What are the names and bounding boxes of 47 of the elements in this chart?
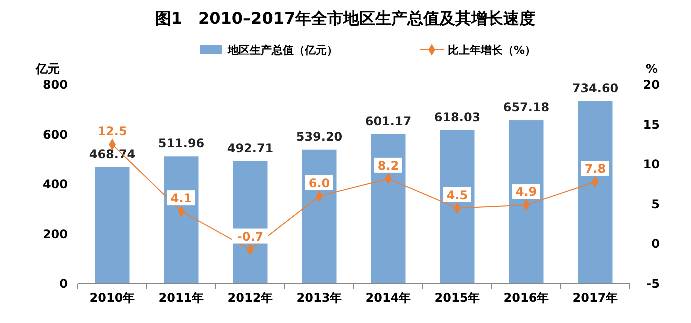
data-label: 4.1 (170, 192, 192, 206)
y2-tick-label: 10 (643, 158, 660, 172)
data-label: 618.03 (434, 110, 481, 124)
x-tick-label: 2010年 (90, 291, 136, 305)
bar (440, 130, 475, 284)
y2-tick-label: 5 (652, 197, 660, 212)
data-label: 4.5 (446, 188, 468, 202)
x-tick-label: 2014年 (366, 291, 412, 305)
bar (233, 161, 268, 284)
x-tick-label: 2015年 (434, 291, 480, 305)
y2-tick-label: 15 (643, 118, 660, 132)
bar (578, 101, 613, 284)
legend-label: 地区生产总值（亿元） (227, 44, 338, 57)
data-label: 539.20 (296, 130, 343, 144)
data-label: -0.7 (237, 230, 264, 244)
bar (95, 167, 130, 284)
bar (371, 134, 406, 284)
data-label: 511.96 (158, 136, 205, 151)
y-tick-label: 0 (60, 277, 68, 291)
y2-axis-title: % (646, 62, 658, 76)
legend-label: 比上年增长（%） (448, 44, 536, 57)
bar (164, 156, 199, 284)
data-label: 8.2 (378, 158, 400, 173)
x-tick-label: 2017年 (572, 291, 618, 305)
x-tick-label: 2012年 (228, 291, 274, 305)
x-tick-label: 2013年 (296, 291, 342, 305)
y-tick-label: 200 (42, 227, 68, 242)
data-label: 12.5 (98, 124, 128, 139)
data-label: 7.8 (584, 162, 606, 176)
data-label: 6.0 (308, 176, 330, 190)
y2-tick-label: 0 (652, 237, 660, 252)
y-tick-label: 400 (42, 178, 68, 192)
y2-tick-label: 20 (643, 78, 660, 92)
bar (302, 150, 337, 284)
x-tick-label: 2016年 (504, 291, 550, 305)
data-label: 4.9 (516, 185, 538, 200)
y-tick-label: 600 (42, 128, 68, 142)
bar (509, 120, 544, 284)
data-label: 734.60 (572, 81, 619, 96)
x-tick-label: 2011年 (158, 291, 204, 305)
data-label: 492.71 (227, 141, 274, 156)
y-tick-label: 800 (42, 78, 68, 92)
chart-title: 图1 2010–2017年全市地区生产总值及其增长速度 (155, 9, 536, 28)
data-label: 601.17 (365, 114, 412, 128)
data-label: 657.18 (503, 100, 550, 115)
y-axis-title: 亿元 (35, 62, 60, 76)
y2-tick-label: -5 (646, 277, 660, 291)
